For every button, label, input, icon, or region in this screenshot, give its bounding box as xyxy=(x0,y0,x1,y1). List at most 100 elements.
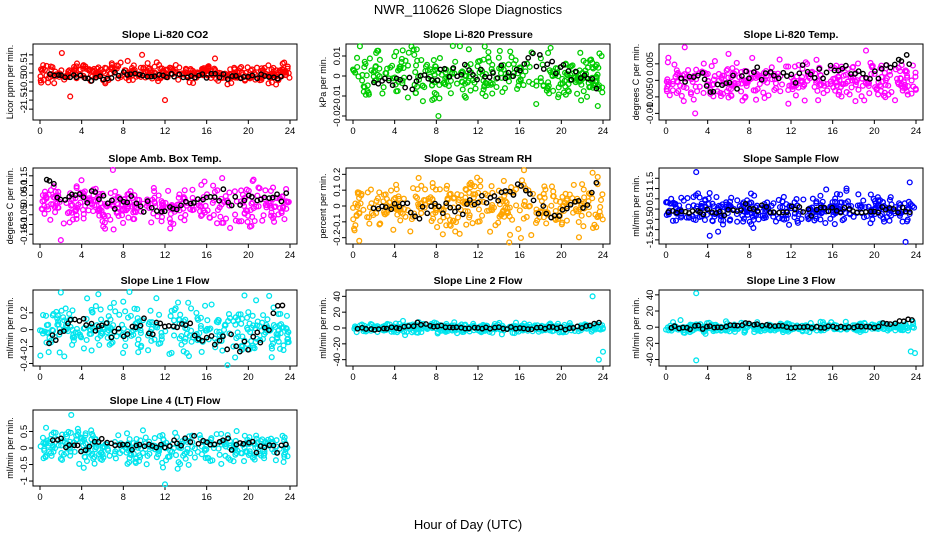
data-point xyxy=(156,311,163,318)
data-point xyxy=(182,455,189,462)
data-point xyxy=(49,64,56,71)
data-point xyxy=(770,200,777,207)
data-point xyxy=(283,71,290,78)
reference-point xyxy=(190,200,197,206)
data-point xyxy=(393,48,400,55)
data-point xyxy=(153,454,160,461)
data-point xyxy=(452,228,459,235)
reference-point xyxy=(581,72,588,79)
data-point xyxy=(268,345,276,352)
data-point xyxy=(486,58,493,65)
data-point xyxy=(243,186,250,193)
reference-point xyxy=(750,206,757,212)
reference-point xyxy=(278,73,284,80)
reference-point xyxy=(65,320,71,327)
x-tick-label: 12 xyxy=(160,126,171,137)
data-point xyxy=(599,348,607,355)
y-tick-label: -40 xyxy=(332,353,343,367)
data-point xyxy=(354,201,361,208)
data-point xyxy=(90,65,98,73)
reference-point xyxy=(157,320,164,327)
reference-point xyxy=(182,322,189,329)
data-point xyxy=(353,329,360,336)
data-point xyxy=(55,442,62,449)
data-point xyxy=(113,62,120,69)
data-point xyxy=(447,222,454,229)
data-point xyxy=(43,322,50,329)
data-point xyxy=(280,342,287,349)
data-point xyxy=(795,210,802,218)
data-point xyxy=(75,201,82,208)
data-point xyxy=(143,461,150,468)
reference-point xyxy=(241,338,248,345)
reference-point xyxy=(236,348,243,355)
data-point xyxy=(709,200,716,207)
data-point xyxy=(554,215,562,223)
data-point xyxy=(680,98,687,105)
data-point xyxy=(151,336,158,343)
y-tick-label: -0.005 xyxy=(645,83,656,110)
reference-point xyxy=(375,326,382,333)
x-tick-label: 16 xyxy=(514,372,525,383)
reference-point xyxy=(216,74,223,81)
data-point xyxy=(104,334,111,341)
y-axis-label: ml/min per min. xyxy=(5,297,15,359)
data-point xyxy=(545,49,552,57)
data-point xyxy=(827,78,834,85)
data-point xyxy=(350,67,357,74)
data-point xyxy=(212,344,219,351)
data-point xyxy=(579,181,586,188)
x-tick-label: 20 xyxy=(556,372,567,383)
data-point xyxy=(350,216,357,223)
data-point xyxy=(158,336,165,343)
data-point xyxy=(181,187,188,194)
data-point xyxy=(869,62,876,69)
reference-point xyxy=(775,75,782,82)
data-point xyxy=(451,194,458,201)
x-tick-label: 8 xyxy=(434,126,439,137)
data-point xyxy=(172,429,179,436)
data-point xyxy=(120,298,127,305)
data-point xyxy=(444,213,451,220)
y-tick-label: 20 xyxy=(645,306,656,317)
reference-point xyxy=(46,340,52,347)
reference-point xyxy=(502,75,509,82)
data-point xyxy=(594,173,601,181)
data-point xyxy=(382,70,389,77)
x-tick-label: 4 xyxy=(392,126,397,137)
data-point xyxy=(861,214,868,221)
data-point xyxy=(177,460,184,468)
reference-point xyxy=(66,442,73,448)
data-point xyxy=(809,195,816,202)
data-point xyxy=(82,454,89,461)
reference-point xyxy=(671,323,678,330)
data-point xyxy=(449,42,456,49)
reference-point xyxy=(199,337,206,344)
reference-point xyxy=(887,321,894,327)
reference-point xyxy=(77,72,84,79)
data-point xyxy=(50,183,57,190)
reference-point xyxy=(225,199,232,206)
x-tick-label: 4 xyxy=(705,250,710,261)
y-tick-label: -1.5 xyxy=(645,232,656,248)
data-point xyxy=(177,311,184,318)
reference-point xyxy=(552,70,559,77)
y-tick-label: 0.2 xyxy=(332,168,343,181)
data-point xyxy=(506,213,513,220)
data-point xyxy=(109,166,116,173)
data-point xyxy=(438,71,445,78)
reference-point xyxy=(490,69,496,76)
data-point xyxy=(811,217,818,224)
panel-title: Slope Line 3 Flow xyxy=(747,275,837,287)
y-tick-label: 0.005 xyxy=(645,52,656,76)
data-point xyxy=(528,232,535,239)
data-point xyxy=(198,348,205,355)
data-point xyxy=(842,318,849,325)
data-point xyxy=(869,216,876,223)
data-point xyxy=(886,217,893,224)
data-point xyxy=(529,190,536,197)
data-point xyxy=(40,62,47,69)
reference-point xyxy=(816,66,823,72)
data-point xyxy=(101,64,109,71)
